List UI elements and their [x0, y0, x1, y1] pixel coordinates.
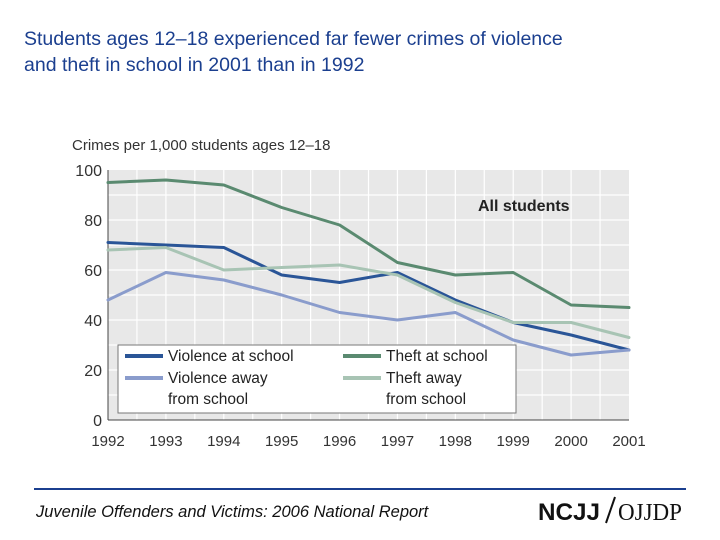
y-axis-title: Crimes per 1,000 students ages 12–18	[72, 137, 331, 154]
slide-title-line-2: and theft in school in 2001 than in 1992	[24, 54, 365, 76]
logo-ncjj: NCJJ	[538, 499, 600, 526]
y-tick-label: 0	[93, 413, 102, 430]
x-tick-label: 1996	[323, 433, 356, 450]
footer-source: Juvenile Offenders and Victims: 2006 Nat…	[36, 503, 429, 521]
line-chart: Crimes per 1,000 students ages 12–18 0 20…	[72, 137, 646, 450]
series-line-2	[106, 178, 631, 309]
x-tick-labels: 1992 1993 1994 1995 1996 1997 1998 1999 2000 2001	[91, 433, 645, 450]
legend-label: Theft at school	[386, 348, 488, 365]
x-tick-label: 1999	[497, 433, 530, 450]
legend-label: from school	[386, 391, 466, 408]
footer-rule	[34, 488, 686, 490]
legend: Violence at school Theft at school Violenc…	[117, 344, 517, 414]
chart-annotation: All students	[478, 198, 570, 215]
legend-label: Theft away	[386, 370, 462, 387]
x-tick-label: 2000	[554, 433, 587, 450]
series-lines	[106, 178, 631, 357]
x-tick-label: 2001	[612, 433, 645, 450]
series-line-1	[106, 241, 631, 352]
x-tick-label: 1992	[91, 433, 124, 450]
slide-title-line-1: Students ages 12–18 experienced far fewe…	[24, 28, 563, 50]
legend-label: Violence away	[168, 370, 268, 387]
x-tick-label: 1998	[439, 433, 472, 450]
legend-label: Violence at school	[168, 348, 294, 365]
y-tick-label: 100	[75, 163, 102, 180]
slide-title: Students ages 12–18 experienced far fewe…	[24, 26, 704, 78]
x-tick-label: 1997	[381, 433, 414, 450]
y-tick-label: 20	[84, 363, 102, 380]
y-tick-labels: 0 20 40 60 80 100	[75, 163, 102, 430]
x-tick-label: 1993	[149, 433, 182, 450]
series-line-4	[106, 246, 631, 339]
y-tick-label: 80	[84, 213, 102, 230]
logo-ojjdp: OJJDP	[618, 500, 682, 526]
series-line-3	[106, 271, 631, 357]
legend-box	[117, 344, 517, 414]
x-tick-label: 1994	[207, 433, 240, 450]
logo-slash	[605, 496, 616, 524]
x-tick-label: 1995	[265, 433, 298, 450]
legend-label: from school	[168, 391, 248, 408]
ncjj-ojjdp-logo: NCJJ OJJDP	[538, 496, 682, 526]
y-tick-label: 40	[84, 313, 102, 330]
y-tick-label: 60	[84, 263, 102, 280]
